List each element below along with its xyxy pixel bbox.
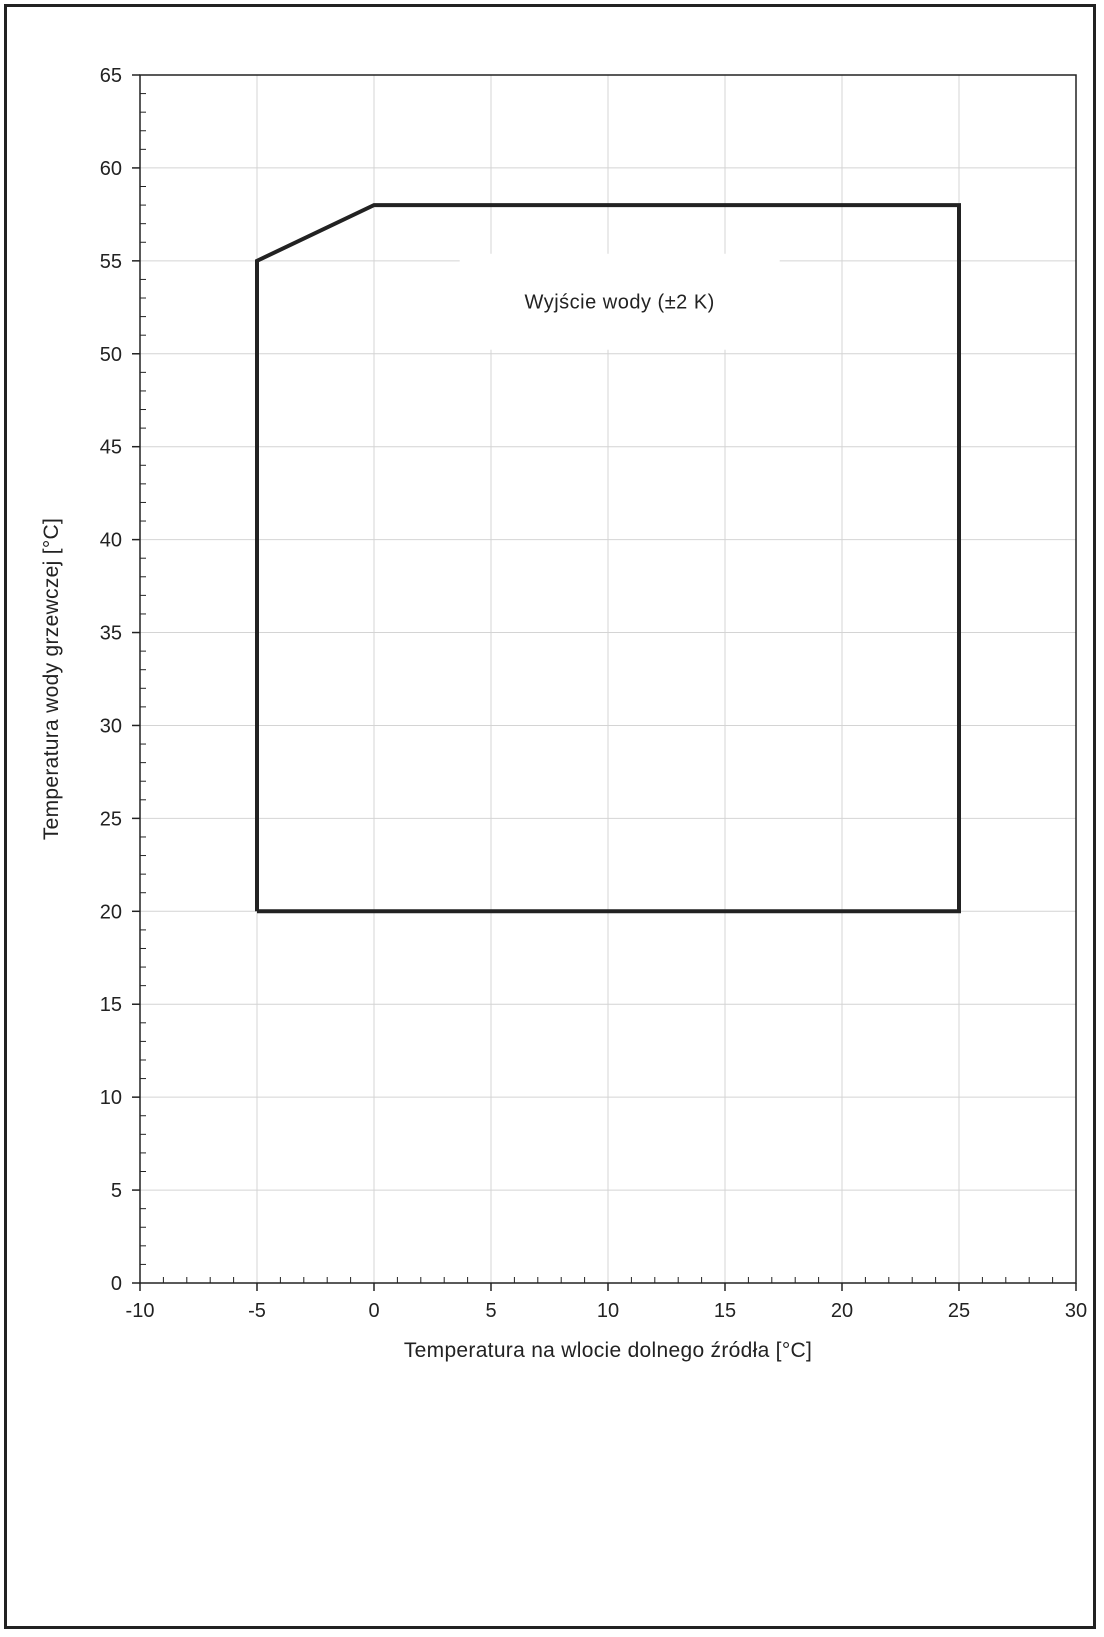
x-axis-ticks: -10 -5 0 5 10 15 20 25 30	[126, 1283, 1087, 1322]
minor-ticks	[140, 93, 1054, 1283]
y-axis-title: Temperatura wody grzewczej [°C]	[40, 518, 63, 840]
x-axis-title: Temperatura na wlocie dolnego źródła [°C…	[404, 1339, 812, 1362]
y-tick-label: 45	[100, 437, 122, 459]
x-tick-label: 20	[831, 1300, 853, 1322]
chart-frame	[4, 4, 1096, 1629]
x-tick-label: 25	[948, 1300, 970, 1322]
x-tick-label: -5	[248, 1300, 266, 1322]
y-tick-label: 50	[100, 344, 122, 366]
y-tick-label: 5	[111, 1180, 122, 1202]
x-tick-label: 15	[714, 1300, 736, 1322]
y-tick-label: 60	[100, 158, 122, 180]
y-tick-label: 10	[100, 1087, 122, 1109]
y-tick-label: 20	[100, 901, 122, 923]
annotation-label: Wyjście wody (±2 K)	[525, 292, 715, 314]
y-tick-label: 30	[100, 715, 122, 737]
x-tick-label: 30	[1065, 1300, 1087, 1322]
annotation-background	[459, 253, 780, 350]
envelope-line	[255, 203, 961, 914]
envelope-series	[255, 203, 961, 914]
y-tick-label: 25	[100, 808, 122, 830]
annotations: Wyjście wody (±2 K)	[459, 253, 780, 350]
y-tick-label: 0	[111, 1273, 122, 1295]
y-tick-label: 55	[100, 251, 122, 273]
y-tick-label: 65	[100, 65, 122, 87]
y-axis-ticks: 0 5 10 15 20 25 30 35 40 45 50 55 60 65	[100, 65, 140, 1295]
x-tick-label: 10	[597, 1300, 619, 1322]
y-tick-label: 35	[100, 623, 122, 645]
x-tick-label: -10	[126, 1300, 155, 1322]
x-tick-label: 5	[485, 1300, 496, 1322]
x-tick-label: 0	[368, 1300, 379, 1322]
y-tick-label: 15	[100, 994, 122, 1016]
y-tick-label: 40	[100, 530, 122, 552]
